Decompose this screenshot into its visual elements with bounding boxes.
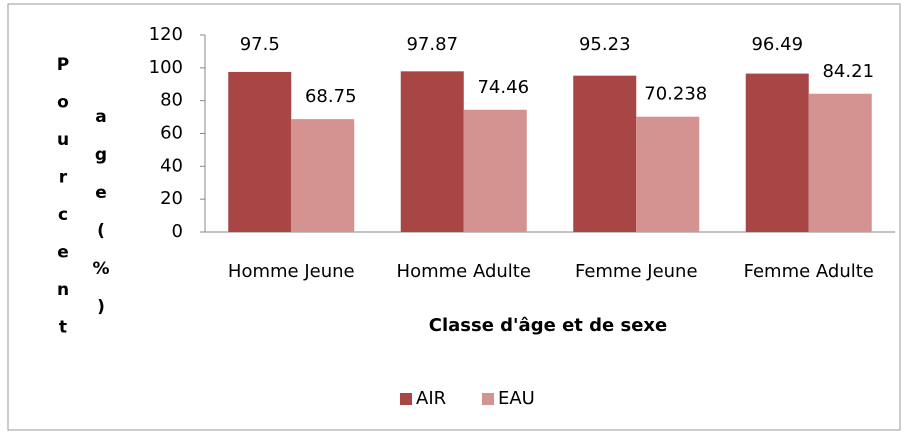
data-label: 97.87 [406, 34, 458, 55]
y-tick-label: 0 [172, 221, 183, 242]
x-tick-label: Femme Jeune [575, 261, 698, 282]
legend-label: AIR [416, 388, 446, 409]
y-tick-label: 40 [160, 155, 183, 176]
x-axis-label: Classe d'âge et de sexe [429, 315, 668, 336]
y-tick-label: 80 [160, 90, 183, 111]
y-tick-label: 60 [160, 123, 183, 144]
data-label: 96.49 [751, 34, 803, 55]
bar [573, 75, 637, 232]
data-label: 84.21 [822, 61, 874, 82]
y-tick-label: 20 [160, 188, 183, 209]
y-tick-label: 100 [149, 57, 183, 78]
data-label: 95.23 [579, 34, 631, 55]
bar [400, 71, 464, 233]
x-tick-label: Femme Adulte [744, 261, 874, 282]
bar [808, 93, 872, 232]
legend-swatch [400, 393, 412, 405]
bar [291, 119, 355, 232]
legend-swatch [482, 393, 494, 405]
data-label: 74.46 [477, 77, 529, 98]
legend-label: EAU [498, 388, 535, 409]
bar [228, 71, 292, 232]
bar [463, 109, 527, 232]
x-tick-label: Homme Adulte [397, 261, 531, 282]
bar [745, 73, 809, 232]
x-tick-label: Homme Jeune [228, 261, 355, 282]
bar [636, 116, 700, 232]
data-label: 70.238 [644, 84, 707, 105]
data-label: 97.5 [240, 34, 280, 55]
y-tick-label: 120 [149, 24, 183, 45]
data-label: 68.75 [305, 86, 357, 107]
